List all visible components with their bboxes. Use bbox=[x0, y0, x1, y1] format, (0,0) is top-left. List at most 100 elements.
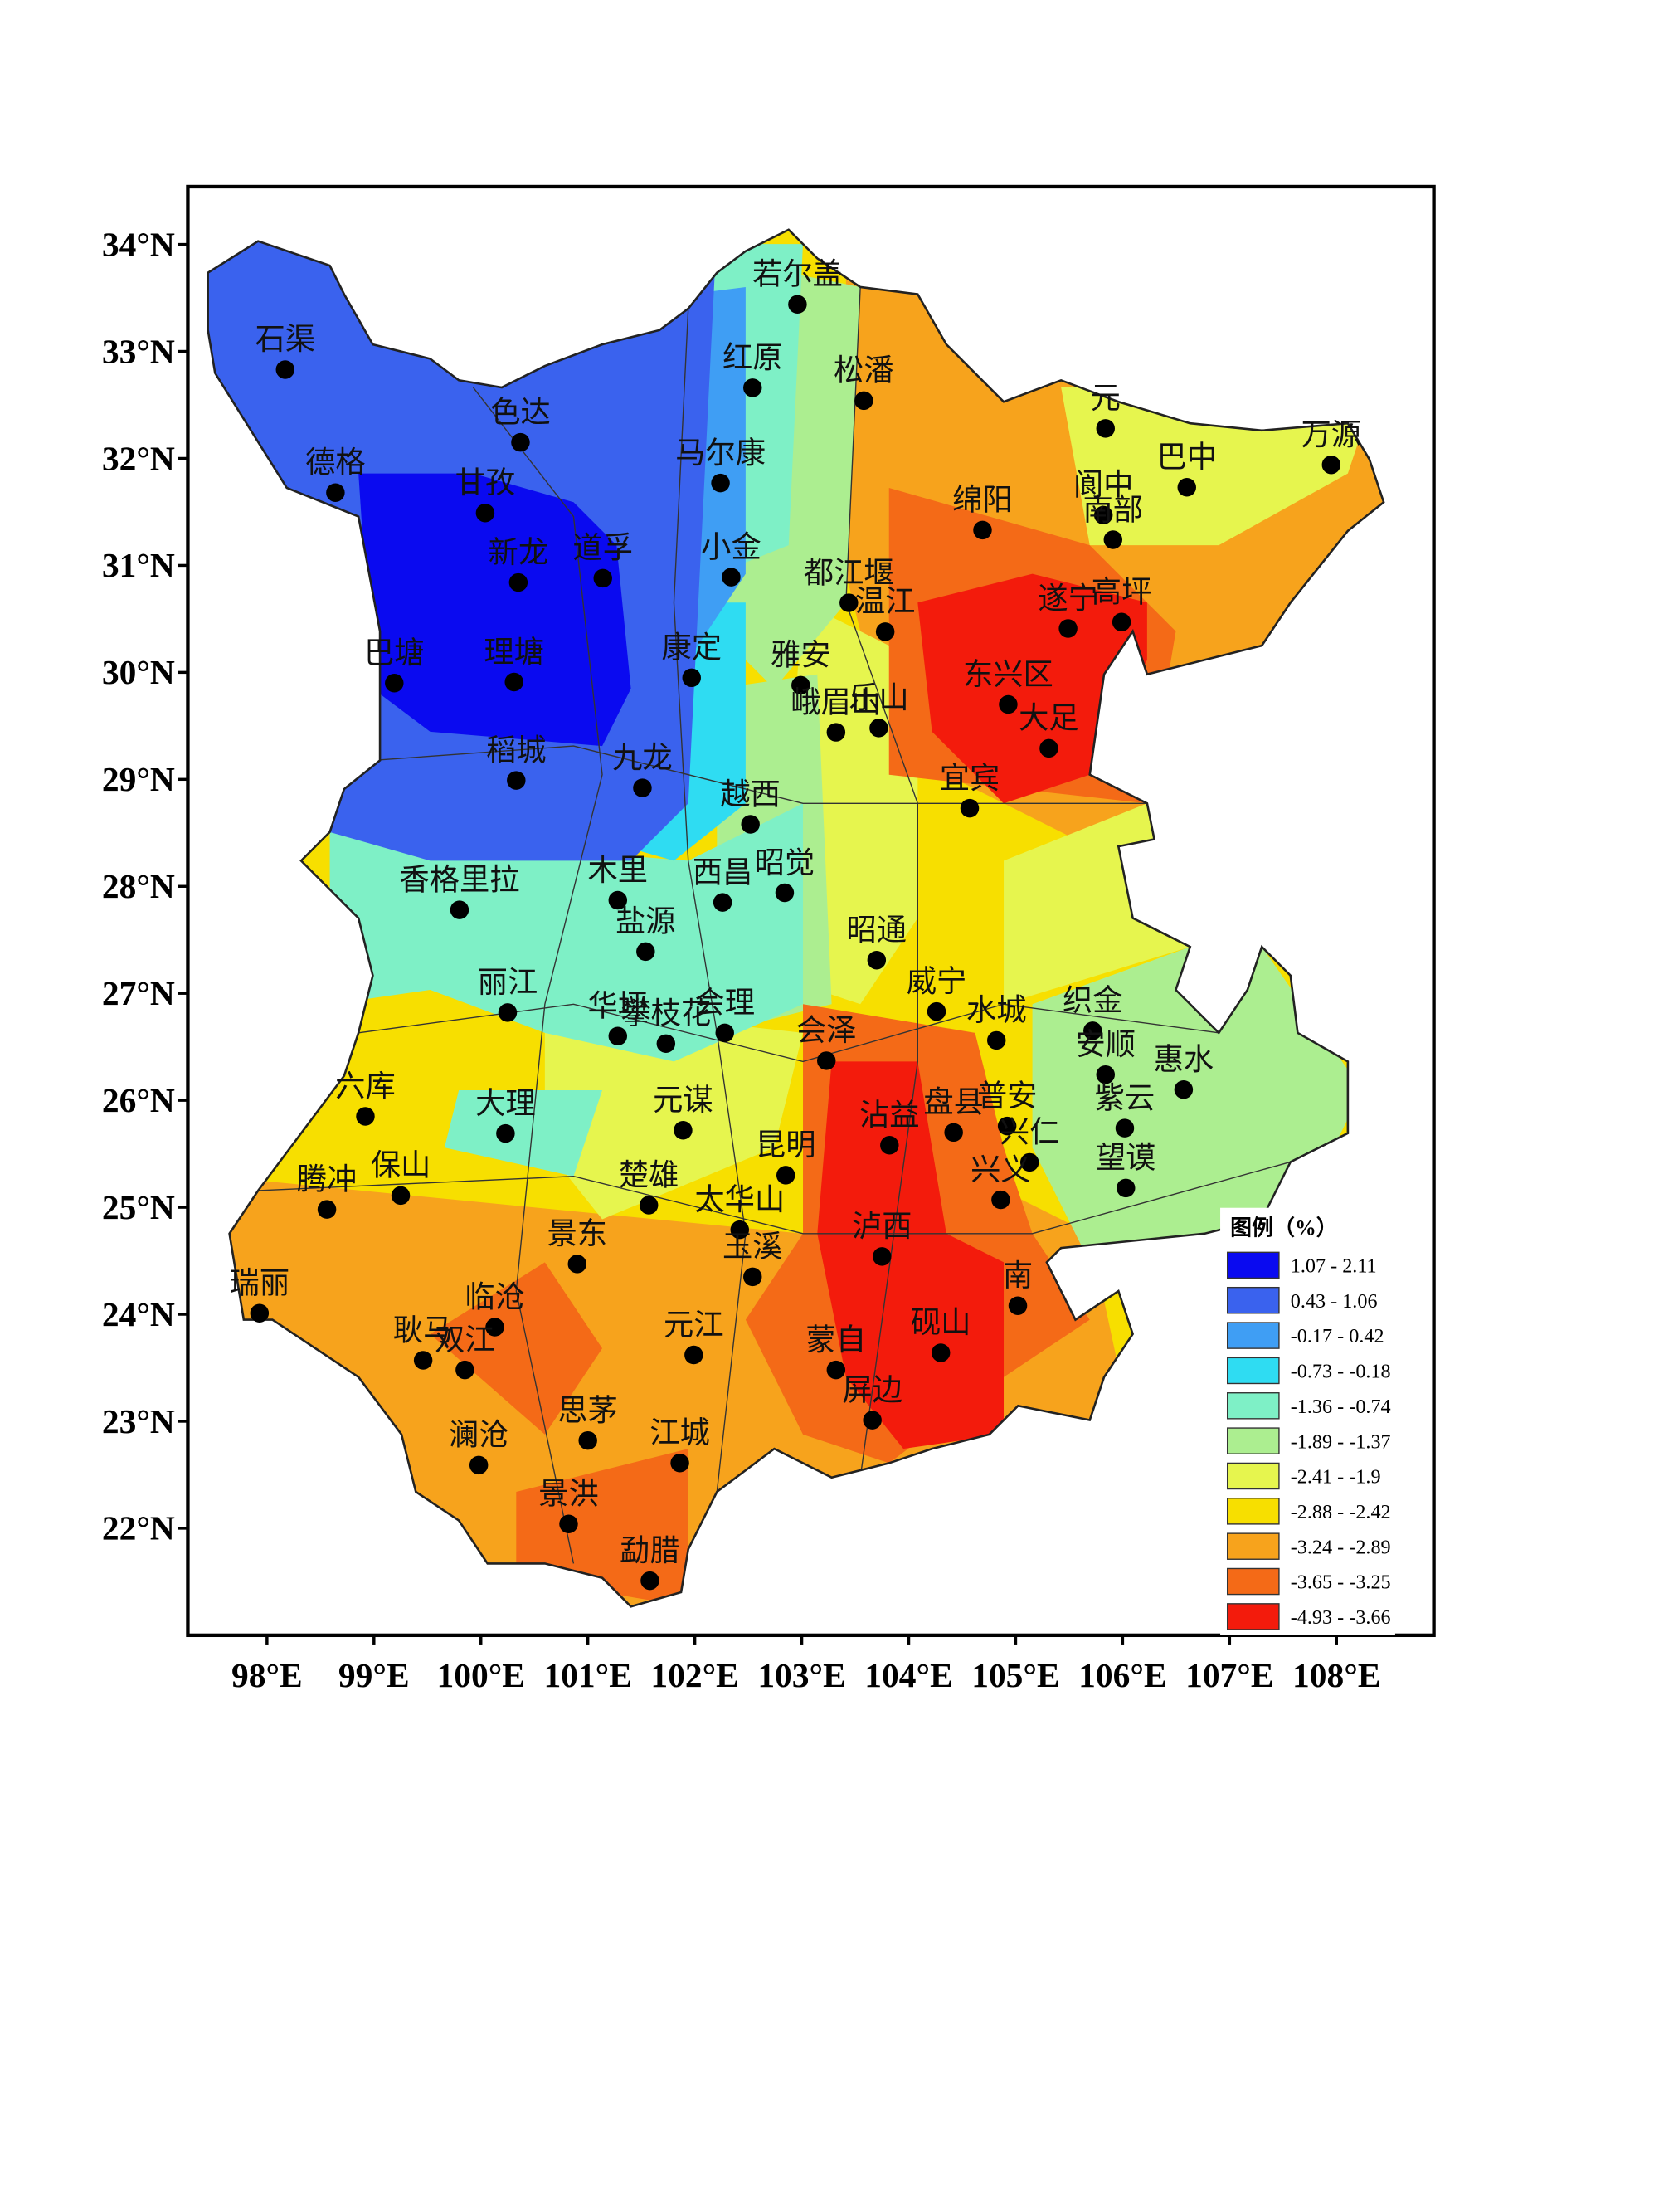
station-dot bbox=[674, 1121, 693, 1140]
border bbox=[845, 286, 919, 1478]
station-label: 香格里拉 bbox=[399, 863, 519, 896]
station-label: 耿马 bbox=[393, 1313, 454, 1347]
station-label: 稻城 bbox=[486, 733, 547, 767]
station-dot bbox=[743, 378, 762, 397]
station-label: 普安 bbox=[977, 1079, 1038, 1113]
station-dot bbox=[1177, 478, 1196, 497]
station-label: 织金 bbox=[1063, 984, 1123, 1017]
station-dot bbox=[788, 295, 807, 314]
x-tick-label: 104°E bbox=[864, 1656, 952, 1694]
station-label: 思茅 bbox=[557, 1394, 618, 1427]
station-label: 温江 bbox=[855, 585, 916, 618]
station-dot bbox=[455, 1360, 474, 1380]
station-label: 大理 bbox=[475, 1087, 536, 1120]
station-dot bbox=[927, 1001, 946, 1021]
station-label: 元江 bbox=[664, 1308, 724, 1342]
station-dot bbox=[385, 674, 404, 693]
station-label: 盐源 bbox=[615, 905, 676, 938]
station-label: 江城 bbox=[649, 1416, 710, 1449]
station-dot bbox=[873, 1247, 892, 1266]
border bbox=[472, 387, 603, 1564]
station-label: 九龙 bbox=[612, 741, 673, 774]
station-label: 景东 bbox=[547, 1217, 607, 1250]
station-dot bbox=[684, 1345, 703, 1365]
station-dot bbox=[485, 1318, 504, 1337]
station-dot bbox=[475, 504, 495, 523]
station-dot bbox=[999, 694, 1018, 714]
station-dot bbox=[713, 893, 732, 912]
station-label: 石渠 bbox=[255, 323, 315, 356]
station-label: 临沧 bbox=[465, 1280, 525, 1313]
station-label: 昆明 bbox=[756, 1128, 816, 1162]
station-label: 兴义 bbox=[971, 1153, 1031, 1186]
station-label: 宜宾 bbox=[940, 762, 1000, 795]
x-tick-label: 103°E bbox=[757, 1656, 845, 1694]
y-tick-label: 22°N bbox=[102, 1509, 175, 1547]
station-dot bbox=[1083, 1021, 1102, 1040]
station-dot bbox=[326, 483, 345, 502]
station-label: 攀枝花 bbox=[620, 997, 711, 1030]
border bbox=[372, 745, 1147, 804]
station-label: 保山 bbox=[371, 1149, 431, 1182]
x-tick-label: 107°E bbox=[1185, 1656, 1273, 1694]
zone bbox=[544, 1004, 804, 1220]
station-label: 瑞丽 bbox=[230, 1267, 290, 1300]
x-tick-label: 102°E bbox=[650, 1656, 738, 1694]
legend-swatch bbox=[1226, 1322, 1280, 1349]
station-dot bbox=[496, 1123, 515, 1143]
station-label: 兴仁 bbox=[1000, 1116, 1060, 1149]
station-label: 小金 bbox=[701, 530, 761, 563]
y-tick-label: 24°N bbox=[102, 1295, 175, 1333]
station-dot bbox=[636, 942, 655, 962]
x-tick-label: 106°E bbox=[1078, 1656, 1166, 1694]
station-dot bbox=[775, 883, 795, 903]
station-dot bbox=[469, 1455, 489, 1475]
station-dot bbox=[608, 1026, 628, 1046]
legend-swatch bbox=[1226, 1603, 1280, 1630]
station-label: 盘县 bbox=[923, 1086, 984, 1119]
zone bbox=[917, 573, 1147, 804]
station-dot bbox=[608, 890, 628, 910]
station-label: 元 bbox=[1091, 382, 1121, 415]
legend-box bbox=[1220, 1207, 1395, 1635]
station-label: 蒙自 bbox=[806, 1323, 867, 1357]
station-dot bbox=[743, 1267, 762, 1287]
y-tick-label: 26°N bbox=[102, 1081, 175, 1119]
zone bbox=[817, 1061, 1005, 1449]
station-dot bbox=[1096, 419, 1115, 438]
legend-swatch bbox=[1226, 1462, 1280, 1490]
station-dot bbox=[826, 723, 846, 742]
station-label: 澜沧 bbox=[449, 1419, 509, 1452]
station-label: 水城 bbox=[966, 994, 1027, 1027]
station-label: 望谟 bbox=[1096, 1142, 1156, 1175]
station-dot bbox=[1096, 1065, 1115, 1084]
station-dot bbox=[356, 1107, 375, 1126]
station-label: 华坪 bbox=[587, 990, 648, 1023]
station-dot bbox=[317, 1200, 337, 1219]
x-tick-label: 98°E bbox=[231, 1656, 303, 1694]
legend-label: -2.88 - -2.42 bbox=[1291, 1501, 1391, 1523]
station-dot bbox=[854, 391, 873, 411]
legend-label: -1.89 - -1.37 bbox=[1291, 1430, 1391, 1453]
station-dot bbox=[656, 1034, 676, 1054]
y-tick-label: 30°N bbox=[102, 653, 175, 691]
station-dot bbox=[715, 1023, 734, 1043]
station-label: 康定 bbox=[661, 631, 722, 665]
border bbox=[673, 308, 747, 1493]
station-dot bbox=[1112, 612, 1131, 631]
station-label: 六库 bbox=[335, 1069, 396, 1103]
station-dot bbox=[869, 719, 888, 738]
legend-label: -2.41 - -1.9 bbox=[1291, 1466, 1381, 1488]
x-tick-label: 108°E bbox=[1292, 1656, 1380, 1694]
station-dot bbox=[391, 1186, 411, 1206]
station-label: 木里 bbox=[587, 854, 648, 887]
station-dot bbox=[1039, 738, 1058, 758]
station-dot bbox=[987, 1030, 1006, 1050]
y-tick-label: 31°N bbox=[102, 546, 175, 584]
station-label: 双江 bbox=[435, 1323, 495, 1357]
station-label: 沾益 bbox=[859, 1099, 920, 1132]
legend: 图例（%） 1.07 - 2.11 0.43 - 1.06 -0.17 - 0.42 -… bbox=[1220, 1207, 1395, 1635]
station-dot bbox=[507, 771, 526, 790]
legend-swatch bbox=[1226, 1251, 1280, 1279]
